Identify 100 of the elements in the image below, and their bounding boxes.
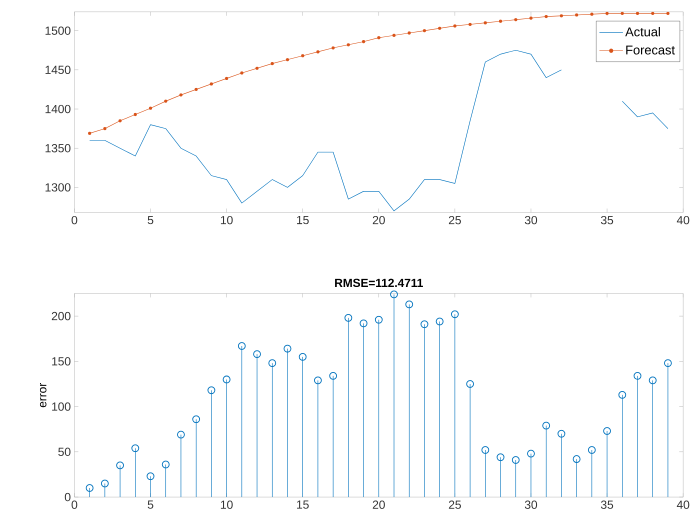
point [481, 446, 490, 454]
x-tick-label: 5 [148, 216, 154, 224]
point [436, 318, 444, 326]
point [512, 456, 520, 464]
point [118, 119, 122, 122]
x-tick-label: 20 [372, 500, 385, 510]
y-tick-label: 50 [58, 448, 70, 456]
point [496, 453, 504, 462]
point [346, 43, 350, 46]
point [179, 93, 183, 97]
x-tick-label: 25 [448, 216, 461, 224]
point [450, 310, 459, 318]
point [560, 14, 563, 18]
y-axis-title: error [40, 383, 46, 408]
point [588, 446, 596, 454]
point [362, 40, 366, 44]
point [270, 62, 274, 66]
point [301, 54, 304, 58]
x-tick-label: 10 [220, 500, 233, 510]
x-tick-label: 35 [600, 500, 614, 510]
x-tick-label: 40 [676, 500, 690, 510]
point [316, 50, 320, 54]
x-tick-label: 30 [524, 500, 538, 510]
point [558, 430, 566, 438]
point [222, 376, 230, 384]
point [131, 444, 140, 452]
point [238, 342, 246, 350]
point [420, 320, 428, 328]
x-tick-label: 20 [372, 216, 385, 224]
point [572, 455, 581, 464]
x-tick-label: 0 [72, 216, 78, 224]
x-tick-label: 15 [297, 500, 309, 509]
point [146, 472, 154, 480]
point [314, 376, 322, 384]
point [618, 391, 626, 399]
x-tick-label: 30 [524, 216, 538, 224]
point [268, 359, 276, 368]
point [620, 12, 624, 16]
point [453, 24, 456, 28]
point [177, 430, 185, 439]
point [651, 12, 654, 16]
point [332, 46, 335, 50]
point [590, 12, 594, 16]
y-tick-label: 1300 [46, 183, 70, 192]
point [86, 484, 94, 492]
point [636, 12, 640, 16]
point [162, 460, 170, 468]
point [207, 386, 216, 394]
point [329, 372, 338, 380]
point [134, 113, 137, 116]
x-tick-label: 10 [220, 216, 233, 224]
point [344, 314, 352, 322]
x-tick-label: 0 [72, 500, 78, 510]
point [542, 422, 550, 430]
point [664, 359, 672, 368]
point [377, 36, 380, 40]
legend-label: Forecast [626, 46, 675, 55]
point [422, 29, 426, 32]
chart-title: RMSE=112.4711 [335, 278, 423, 288]
point [514, 18, 518, 22]
point [405, 300, 414, 308]
point [255, 66, 259, 70]
point [605, 12, 609, 16]
x-tick-label: 40 [676, 216, 690, 224]
point [210, 82, 213, 86]
x-tick-label: 25 [448, 500, 461, 510]
point [88, 132, 92, 135]
point [100, 480, 109, 488]
y-tick-label: 200 [52, 312, 70, 320]
point [544, 15, 548, 18]
point [225, 76, 228, 80]
y-tick-label: 1400 [46, 104, 70, 114]
point [192, 415, 200, 424]
x-tick-label: 5 [148, 500, 154, 509]
y-tick-label: 1500 [46, 26, 70, 35]
point [116, 462, 124, 470]
point [103, 127, 106, 130]
point [648, 376, 657, 384]
point [164, 100, 168, 103]
point [390, 290, 398, 298]
point [240, 72, 244, 75]
point [484, 21, 487, 25]
y-tick-label: 150 [52, 357, 70, 366]
x-tick-label: 15 [297, 216, 309, 224]
y-tick-label: 100 [52, 402, 70, 411]
legend-label: Actual [625, 27, 660, 36]
point [253, 350, 261, 358]
point [529, 16, 533, 20]
point [634, 372, 642, 380]
point [438, 26, 442, 30]
point [466, 380, 474, 388]
x-tick-label: 35 [600, 216, 614, 224]
y-tick-label: 1350 [46, 144, 70, 152]
point [284, 344, 292, 353]
point [194, 88, 198, 92]
point [527, 450, 535, 458]
point [498, 20, 502, 23]
point [286, 58, 290, 62]
point [374, 316, 383, 324]
y-tick-label: 0 [64, 492, 70, 502]
